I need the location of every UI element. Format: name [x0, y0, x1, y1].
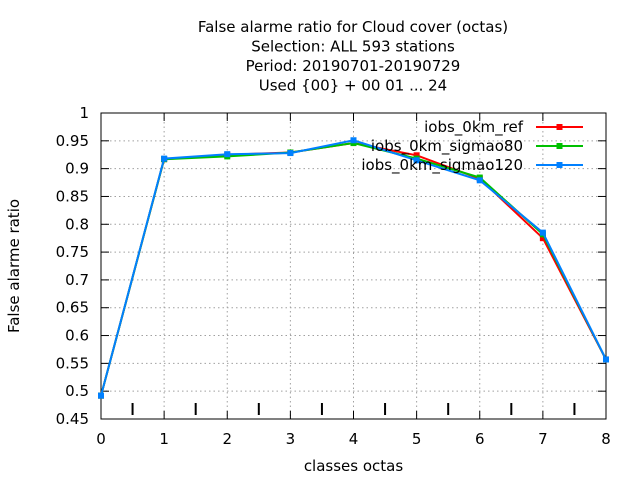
- data-point: [539, 235, 546, 242]
- title-line: Selection: ALL 593 stations: [251, 38, 455, 56]
- data-point: [603, 356, 609, 363]
- x-tick-label: 2: [222, 430, 232, 448]
- chart-title: False alarme ratio for Cloud cover (octa…: [198, 18, 508, 95]
- x-tick-label: 3: [286, 430, 296, 448]
- y-axis-label: False alarme ratio: [5, 199, 23, 333]
- y-tick-label: 0.9: [65, 160, 89, 178]
- legend-marker: [556, 162, 563, 168]
- legend-label: iobs_0km_sigmao120: [361, 156, 523, 175]
- x-tick-label: 1: [159, 430, 169, 448]
- data-point: [476, 177, 483, 184]
- data-point: [413, 152, 420, 159]
- y-tick-label: 0.8: [65, 215, 89, 233]
- y-tick-label: 1: [79, 104, 89, 122]
- x-tick-label: 8: [601, 430, 611, 448]
- y-tick-label: 0.95: [56, 132, 89, 150]
- y-tick-label: 0.7: [65, 271, 89, 289]
- y-tick-label: 0.65: [56, 299, 89, 317]
- data-point: [98, 392, 104, 399]
- y-tick-label: 0.85: [56, 187, 89, 205]
- series: [98, 137, 609, 399]
- x-tick-label: 4: [349, 430, 359, 448]
- title-line: Used {00} + 00 01 ... 24: [259, 77, 447, 95]
- y-tick-label: 0.75: [56, 243, 89, 261]
- y-tick-label: 0.45: [56, 410, 89, 428]
- axis-ticks: 0 1 2 3 4 5 6 7 8 0.45 0.5 0.55 0.6 0.65 0.7 0.75 0.8 0.8…: [56, 104, 611, 448]
- x-tick-label: 5: [412, 430, 422, 448]
- legend-label: iobs_0km_ref: [424, 118, 524, 137]
- legend-marker: [556, 143, 563, 149]
- data-point: [539, 229, 546, 236]
- x-tick-label: 0: [96, 430, 106, 448]
- title-line: Period: 20190701-20190729: [246, 57, 461, 75]
- data-point: [413, 157, 420, 164]
- x-tick-label: 7: [538, 430, 548, 448]
- title-line: False alarme ratio for Cloud cover (octa…: [198, 18, 508, 36]
- y-tick-label: 0.5: [65, 382, 89, 400]
- legend: iobs_0km_refiobs_0km_sigmao80iobs_0km_si…: [361, 118, 583, 175]
- x-tick-label: 6: [475, 430, 485, 448]
- data-point: [224, 151, 231, 158]
- legend-marker: [556, 124, 563, 130]
- data-point: [287, 150, 294, 157]
- y-tick-label: 0.6: [65, 327, 89, 345]
- data-point: [350, 137, 357, 144]
- y-tick-label: 0.55: [56, 354, 89, 372]
- legend-label: iobs_0km_sigmao80: [371, 137, 523, 156]
- data-point: [161, 155, 168, 162]
- x-axis-label: classes octas: [304, 457, 404, 475]
